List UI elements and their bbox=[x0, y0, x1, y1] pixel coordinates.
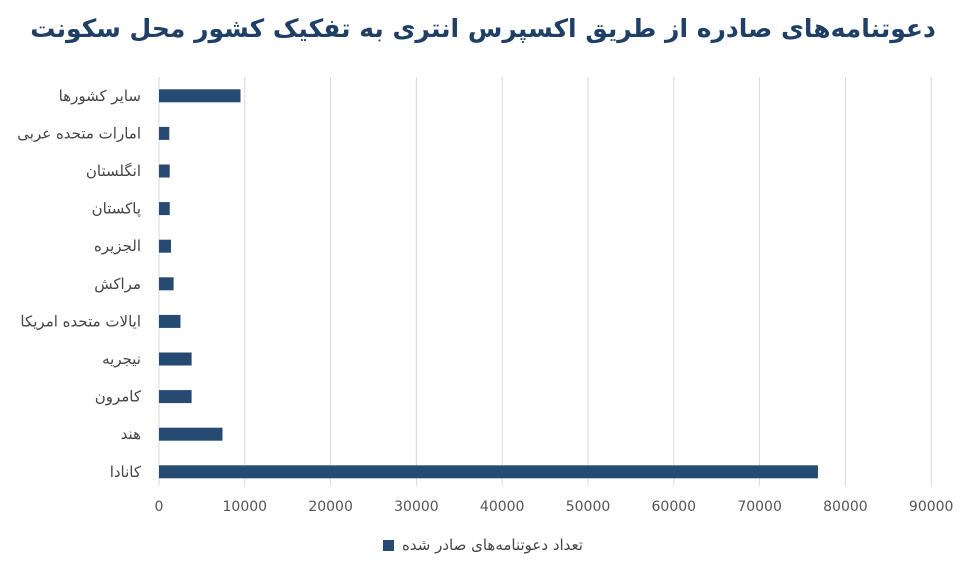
x-tick-label: 50000 bbox=[566, 499, 611, 515]
category-label: پاکستان bbox=[92, 200, 141, 219]
category-label: کامرون bbox=[95, 388, 142, 406]
category-label: هند bbox=[121, 425, 141, 443]
bar bbox=[159, 239, 172, 253]
bar bbox=[159, 427, 223, 441]
x-tick-label: 0 bbox=[155, 499, 164, 515]
category-label: سایر کشورها bbox=[59, 87, 141, 105]
bar bbox=[159, 277, 174, 291]
x-tick-label: 90000 bbox=[909, 499, 954, 515]
legend-swatch bbox=[383, 540, 395, 551]
category-label: امارات متحده عربی bbox=[17, 124, 141, 142]
x-tick-label: 30000 bbox=[394, 499, 439, 515]
bar bbox=[159, 352, 192, 366]
category-label: کانادا bbox=[110, 463, 142, 481]
chart-title: دعوتنامه‌های صادره از طریق اکسپرس انتری … bbox=[30, 14, 936, 43]
legend-label: تعداد دعوتنامه‌های صادر شده bbox=[402, 536, 583, 554]
x-tick-label: 60000 bbox=[652, 499, 697, 515]
x-tick-label: 80000 bbox=[823, 499, 868, 515]
bar bbox=[159, 89, 241, 103]
x-tick-label: 70000 bbox=[737, 499, 782, 515]
x-tick-label: 10000 bbox=[223, 499, 268, 515]
category-label: نیجریه bbox=[102, 350, 141, 368]
legend: تعداد دعوتنامه‌های صادر شده bbox=[0, 536, 966, 554]
bar bbox=[159, 390, 192, 404]
bar bbox=[159, 164, 170, 178]
category-label: انگلستان bbox=[86, 162, 141, 180]
category-label: ایالات متحده امریکا bbox=[20, 312, 141, 330]
x-tick-label: 40000 bbox=[480, 499, 525, 515]
bar bbox=[159, 465, 818, 479]
category-label: الجزیره bbox=[94, 237, 141, 255]
x-tick-label: 20000 bbox=[308, 499, 353, 515]
category-label: مراکش bbox=[94, 275, 141, 293]
bar bbox=[159, 314, 181, 328]
bar bbox=[159, 126, 170, 140]
bar bbox=[159, 202, 170, 216]
